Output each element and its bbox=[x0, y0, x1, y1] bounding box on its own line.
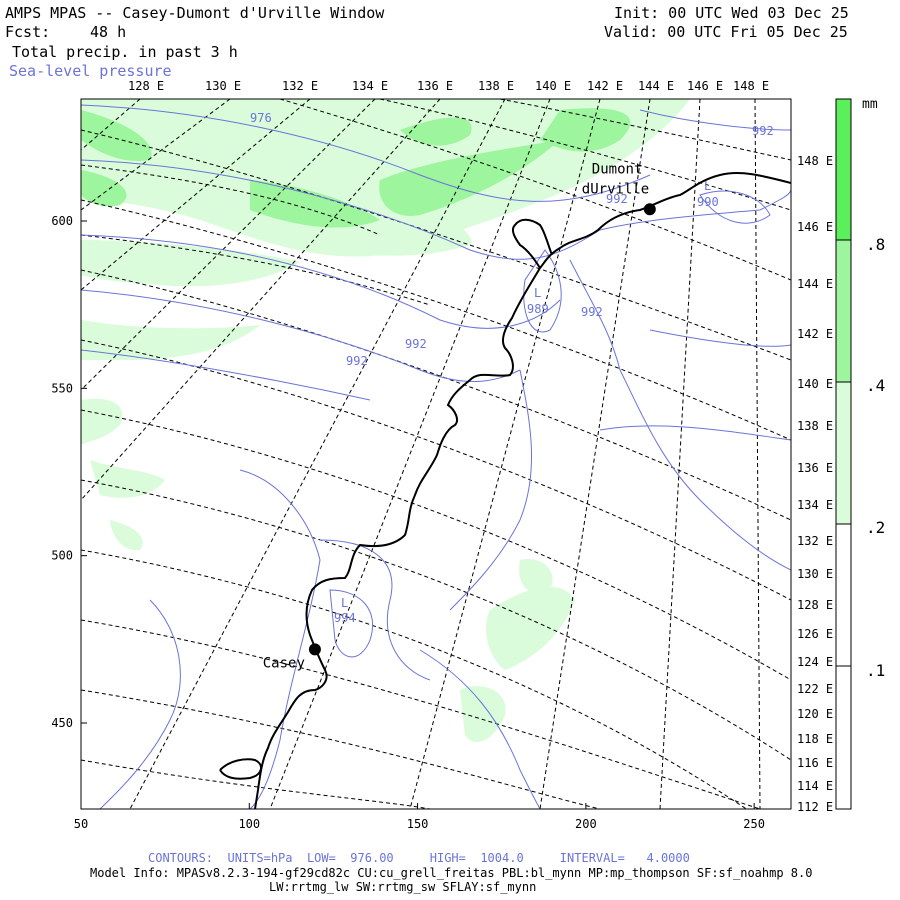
model-info-physics: LW:rrtmg_lw SW:rrtmg_sw SFLAY:sf_mynn bbox=[269, 880, 537, 894]
longitude-label: 148 E bbox=[797, 154, 833, 168]
legend-unit: mm bbox=[862, 97, 878, 112]
y-tick-label: 600 bbox=[51, 214, 73, 228]
pressure-label: 992 bbox=[752, 124, 774, 138]
longitude-label: 116 E bbox=[797, 756, 833, 770]
longitude-label: 114 E bbox=[797, 779, 833, 793]
longitude-label: 136 E bbox=[417, 79, 453, 93]
plot-frame bbox=[80, 98, 792, 810]
x-tick-label: 100 bbox=[238, 817, 260, 831]
map-title: AMPS MPAS -- Casey-Dumont d'Urville Wind… bbox=[5, 4, 385, 22]
longitude-label: 138 E bbox=[478, 79, 514, 93]
contour-info: CONTOURS: UNITS=hPa LOW= 976.00 HIGH= 10… bbox=[148, 851, 690, 865]
low-marker: L bbox=[341, 596, 348, 610]
field-name: Total precip. in past 3 h bbox=[12, 43, 238, 61]
pressure-label: 992 bbox=[346, 354, 368, 368]
x-tick-label: 150 bbox=[407, 817, 429, 831]
init-time: Init: 00 UTC Wed 03 Dec 25 bbox=[614, 4, 849, 22]
longitude-label: 140 E bbox=[797, 377, 833, 391]
legend-swatch-02 bbox=[836, 382, 851, 524]
pressure-label: 976 bbox=[250, 111, 272, 125]
y-tick-label: 550 bbox=[51, 381, 73, 395]
stations: Casey Dumont dUrville bbox=[263, 161, 656, 671]
longitude-label: 140 E bbox=[535, 79, 571, 93]
overlay-name: Sea-level pressure bbox=[9, 62, 172, 80]
precip-legend: mm .8 .4 .2 .1 bbox=[835, 97, 885, 810]
y-tick-label: 450 bbox=[51, 716, 73, 730]
longitude-label: 138 E bbox=[797, 419, 833, 433]
forecast-hour: 48 h bbox=[90, 23, 127, 41]
pressure-label: 989 bbox=[527, 302, 549, 316]
longitude-label: 136 E bbox=[797, 461, 833, 475]
pressure-label: 992 bbox=[606, 192, 628, 206]
legend-swatch-01 bbox=[836, 524, 851, 666]
longitude-label: 134 E bbox=[797, 498, 833, 512]
longitude-label: 122 E bbox=[797, 682, 833, 696]
longitude-label: 124 E bbox=[797, 655, 833, 669]
x-axis: 50 100 150 200 250 bbox=[74, 803, 765, 831]
longitude-label: 132 E bbox=[282, 79, 318, 93]
longitude-label: 144 E bbox=[638, 79, 674, 93]
station-marker bbox=[308, 643, 321, 656]
longitude-label: 128 E bbox=[128, 79, 164, 93]
pressure-label: 990 bbox=[697, 195, 719, 209]
low-marker: L bbox=[704, 179, 711, 193]
pressure-label: 994 bbox=[334, 611, 356, 625]
right-longitude-labels: 148 E 146 E 144 E 142 E 140 E 138 E 136 … bbox=[797, 154, 833, 814]
x-tick-label: 50 bbox=[74, 817, 88, 831]
station-label: Casey bbox=[263, 655, 305, 671]
y-tick-label: 500 bbox=[51, 549, 73, 563]
y-axis: 600 550 500 450 bbox=[51, 214, 87, 730]
longitude-label: 144 E bbox=[797, 277, 833, 291]
legend-label: .2 bbox=[866, 518, 885, 537]
legend-label: .8 bbox=[866, 235, 885, 254]
pressure-label: 992 bbox=[405, 337, 427, 351]
x-tick-label: 250 bbox=[743, 817, 765, 831]
top-longitude-labels: 128 E 130 E 132 E 134 E 136 E 138 E 140 … bbox=[128, 79, 769, 93]
x-tick-label: 200 bbox=[575, 817, 597, 831]
longitude-label: 148 E bbox=[733, 79, 769, 93]
longitude-label: 132 E bbox=[797, 534, 833, 548]
longitude-label: 120 E bbox=[797, 707, 833, 721]
legend-label: .1 bbox=[866, 661, 885, 680]
longitude-label: 142 E bbox=[587, 79, 623, 93]
longitude-label: 142 E bbox=[797, 327, 833, 341]
station-label-line2: dUrville bbox=[582, 181, 649, 197]
pressure-labels: 976 992 992 992 992 992 990 989 994 L L … bbox=[250, 111, 774, 625]
longitude-label: 128 E bbox=[797, 598, 833, 612]
pressure-contours bbox=[81, 104, 791, 809]
coastline bbox=[219, 172, 791, 809]
longitude-label: 134 E bbox=[352, 79, 388, 93]
legend-swatch-0 bbox=[836, 666, 851, 809]
model-info: Model Info: MPASv8.2.3-194-gf29cd82c CU:… bbox=[90, 866, 813, 880]
legend-label: .4 bbox=[866, 376, 885, 395]
longitude-label: 118 E bbox=[797, 732, 833, 746]
longitude-label: 126 E bbox=[797, 627, 833, 641]
longitude-label: 146 E bbox=[687, 79, 723, 93]
legend-swatch-04 bbox=[836, 240, 851, 382]
low-marker: L bbox=[534, 286, 541, 300]
longitude-label: 130 E bbox=[797, 567, 833, 581]
longitude-label: 146 E bbox=[797, 220, 833, 234]
longitude-label: 112 E bbox=[797, 800, 833, 814]
legend-swatch-08 bbox=[836, 99, 851, 240]
valid-time: Valid: 00 UTC Fri 05 Dec 25 bbox=[604, 23, 848, 41]
pressure-label: 992 bbox=[581, 305, 603, 319]
station-marker bbox=[643, 203, 656, 216]
longitude-label: 130 E bbox=[205, 79, 241, 93]
forecast-label: Fcst: bbox=[5, 23, 51, 41]
station-label: Dumont bbox=[592, 161, 643, 177]
